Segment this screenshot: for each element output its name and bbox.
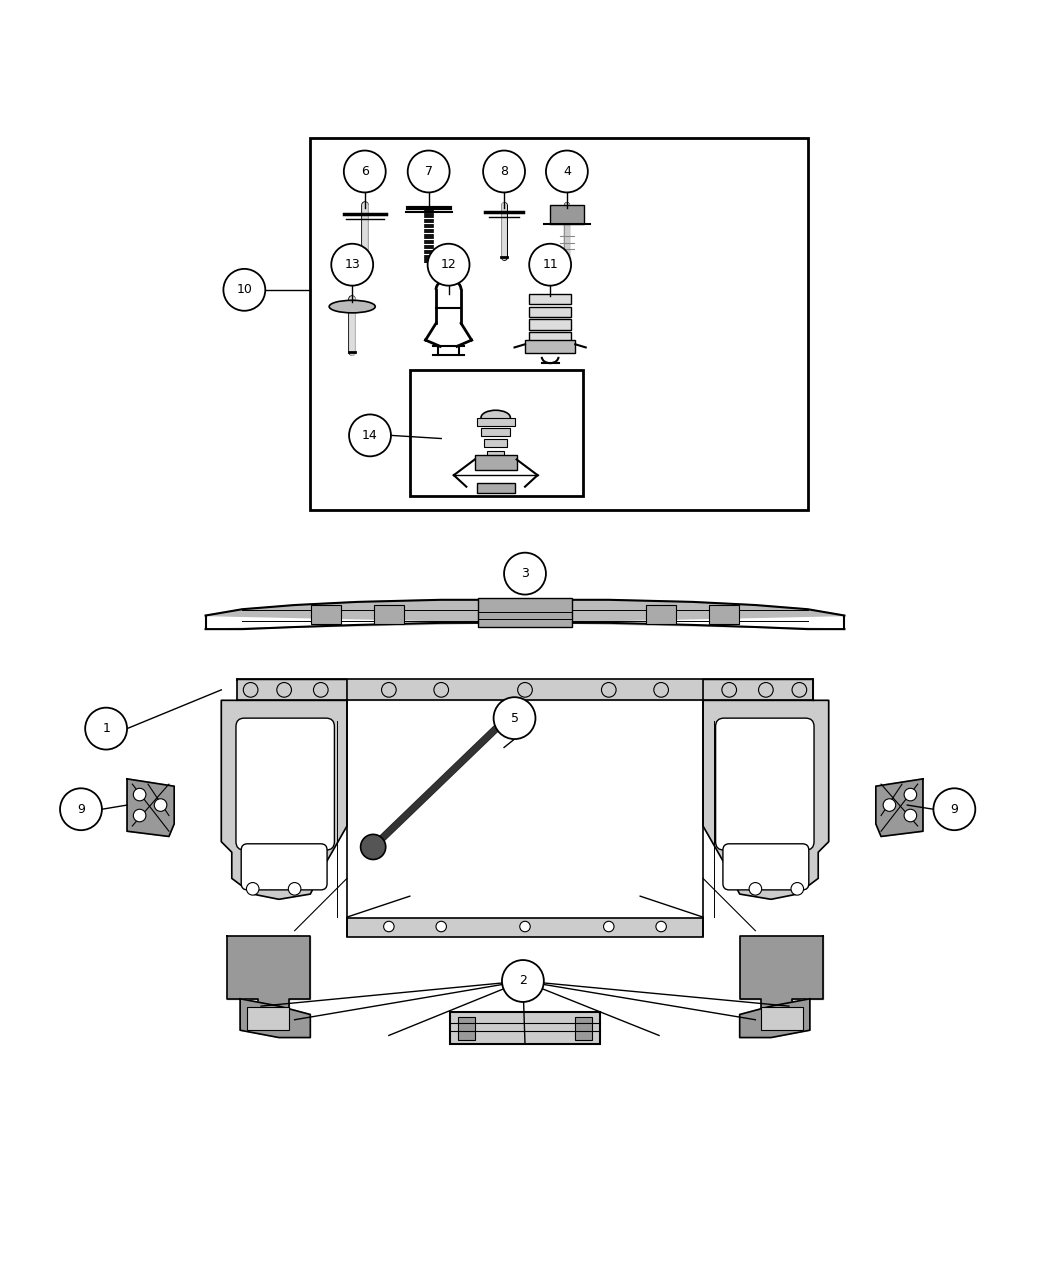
Polygon shape [127, 779, 174, 836]
Bar [346, 918, 704, 937]
Ellipse shape [329, 301, 375, 312]
Bar [312, 606, 340, 623]
Circle shape [520, 922, 530, 932]
Polygon shape [206, 599, 844, 629]
Bar [647, 606, 676, 623]
Circle shape [314, 682, 328, 697]
Circle shape [133, 810, 146, 822]
Bar [710, 606, 738, 623]
Bar [410, 371, 583, 496]
Polygon shape [739, 936, 823, 1020]
Bar [529, 295, 571, 305]
Circle shape [518, 682, 532, 697]
Bar [484, 439, 507, 448]
Circle shape [483, 150, 525, 193]
Circle shape [749, 882, 761, 895]
Bar [477, 418, 514, 426]
Circle shape [60, 788, 102, 830]
Text: 13: 13 [344, 259, 360, 272]
Circle shape [933, 788, 975, 830]
Bar [374, 606, 403, 623]
Circle shape [602, 682, 616, 697]
Bar [311, 138, 807, 510]
Circle shape [381, 682, 396, 697]
Polygon shape [739, 998, 810, 1038]
Circle shape [407, 150, 449, 193]
FancyBboxPatch shape [236, 718, 334, 850]
Polygon shape [227, 936, 311, 1020]
Circle shape [546, 150, 588, 193]
Circle shape [277, 682, 292, 697]
Text: 12: 12 [441, 259, 457, 272]
Bar [478, 598, 572, 627]
Circle shape [792, 682, 806, 697]
Circle shape [529, 244, 571, 286]
Circle shape [436, 922, 446, 932]
Bar [487, 451, 504, 458]
Circle shape [434, 682, 448, 697]
Text: 5: 5 [510, 711, 519, 724]
Circle shape [502, 699, 527, 723]
Circle shape [904, 810, 917, 822]
Circle shape [758, 682, 773, 697]
Circle shape [904, 788, 917, 801]
Text: 11: 11 [542, 259, 558, 272]
FancyBboxPatch shape [723, 844, 808, 890]
Circle shape [504, 552, 546, 594]
Text: 6: 6 [361, 164, 369, 178]
Text: 8: 8 [500, 164, 508, 178]
Bar [550, 205, 584, 224]
Circle shape [331, 244, 373, 286]
FancyBboxPatch shape [242, 844, 328, 890]
Circle shape [502, 960, 544, 1002]
Circle shape [343, 150, 385, 193]
Circle shape [883, 798, 896, 811]
Circle shape [494, 697, 536, 740]
Circle shape [85, 708, 127, 750]
Polygon shape [240, 998, 311, 1038]
Polygon shape [704, 680, 828, 899]
Bar [525, 340, 575, 353]
Circle shape [154, 798, 167, 811]
Bar [248, 1007, 290, 1030]
Circle shape [349, 414, 391, 456]
Bar [481, 428, 510, 436]
Circle shape [427, 244, 469, 286]
Circle shape [654, 682, 669, 697]
Text: 7: 7 [424, 164, 433, 178]
Bar [529, 319, 571, 330]
Bar [475, 455, 517, 470]
Text: 4: 4 [563, 164, 571, 178]
Circle shape [604, 922, 614, 932]
Circle shape [247, 882, 259, 895]
Text: 14: 14 [362, 428, 378, 442]
Text: 3: 3 [521, 567, 529, 580]
Polygon shape [222, 680, 346, 899]
Polygon shape [876, 779, 923, 836]
Text: 1: 1 [102, 722, 110, 736]
Circle shape [133, 788, 146, 801]
Circle shape [383, 922, 394, 932]
Bar [529, 306, 571, 317]
Text: 10: 10 [236, 283, 252, 296]
Text: 9: 9 [950, 803, 959, 816]
Bar [458, 1016, 475, 1039]
Bar [477, 482, 514, 493]
Circle shape [244, 682, 258, 697]
Polygon shape [237, 680, 813, 700]
Circle shape [791, 882, 803, 895]
Bar [760, 1007, 802, 1030]
Text: 2: 2 [519, 974, 527, 988]
Bar [449, 1012, 601, 1044]
Circle shape [224, 269, 266, 311]
Circle shape [656, 922, 667, 932]
Bar [575, 1016, 592, 1039]
FancyBboxPatch shape [716, 718, 814, 850]
Circle shape [360, 834, 385, 859]
Circle shape [722, 682, 736, 697]
Bar [529, 332, 571, 342]
Text: 9: 9 [77, 803, 85, 816]
Ellipse shape [481, 411, 510, 425]
Circle shape [289, 882, 301, 895]
